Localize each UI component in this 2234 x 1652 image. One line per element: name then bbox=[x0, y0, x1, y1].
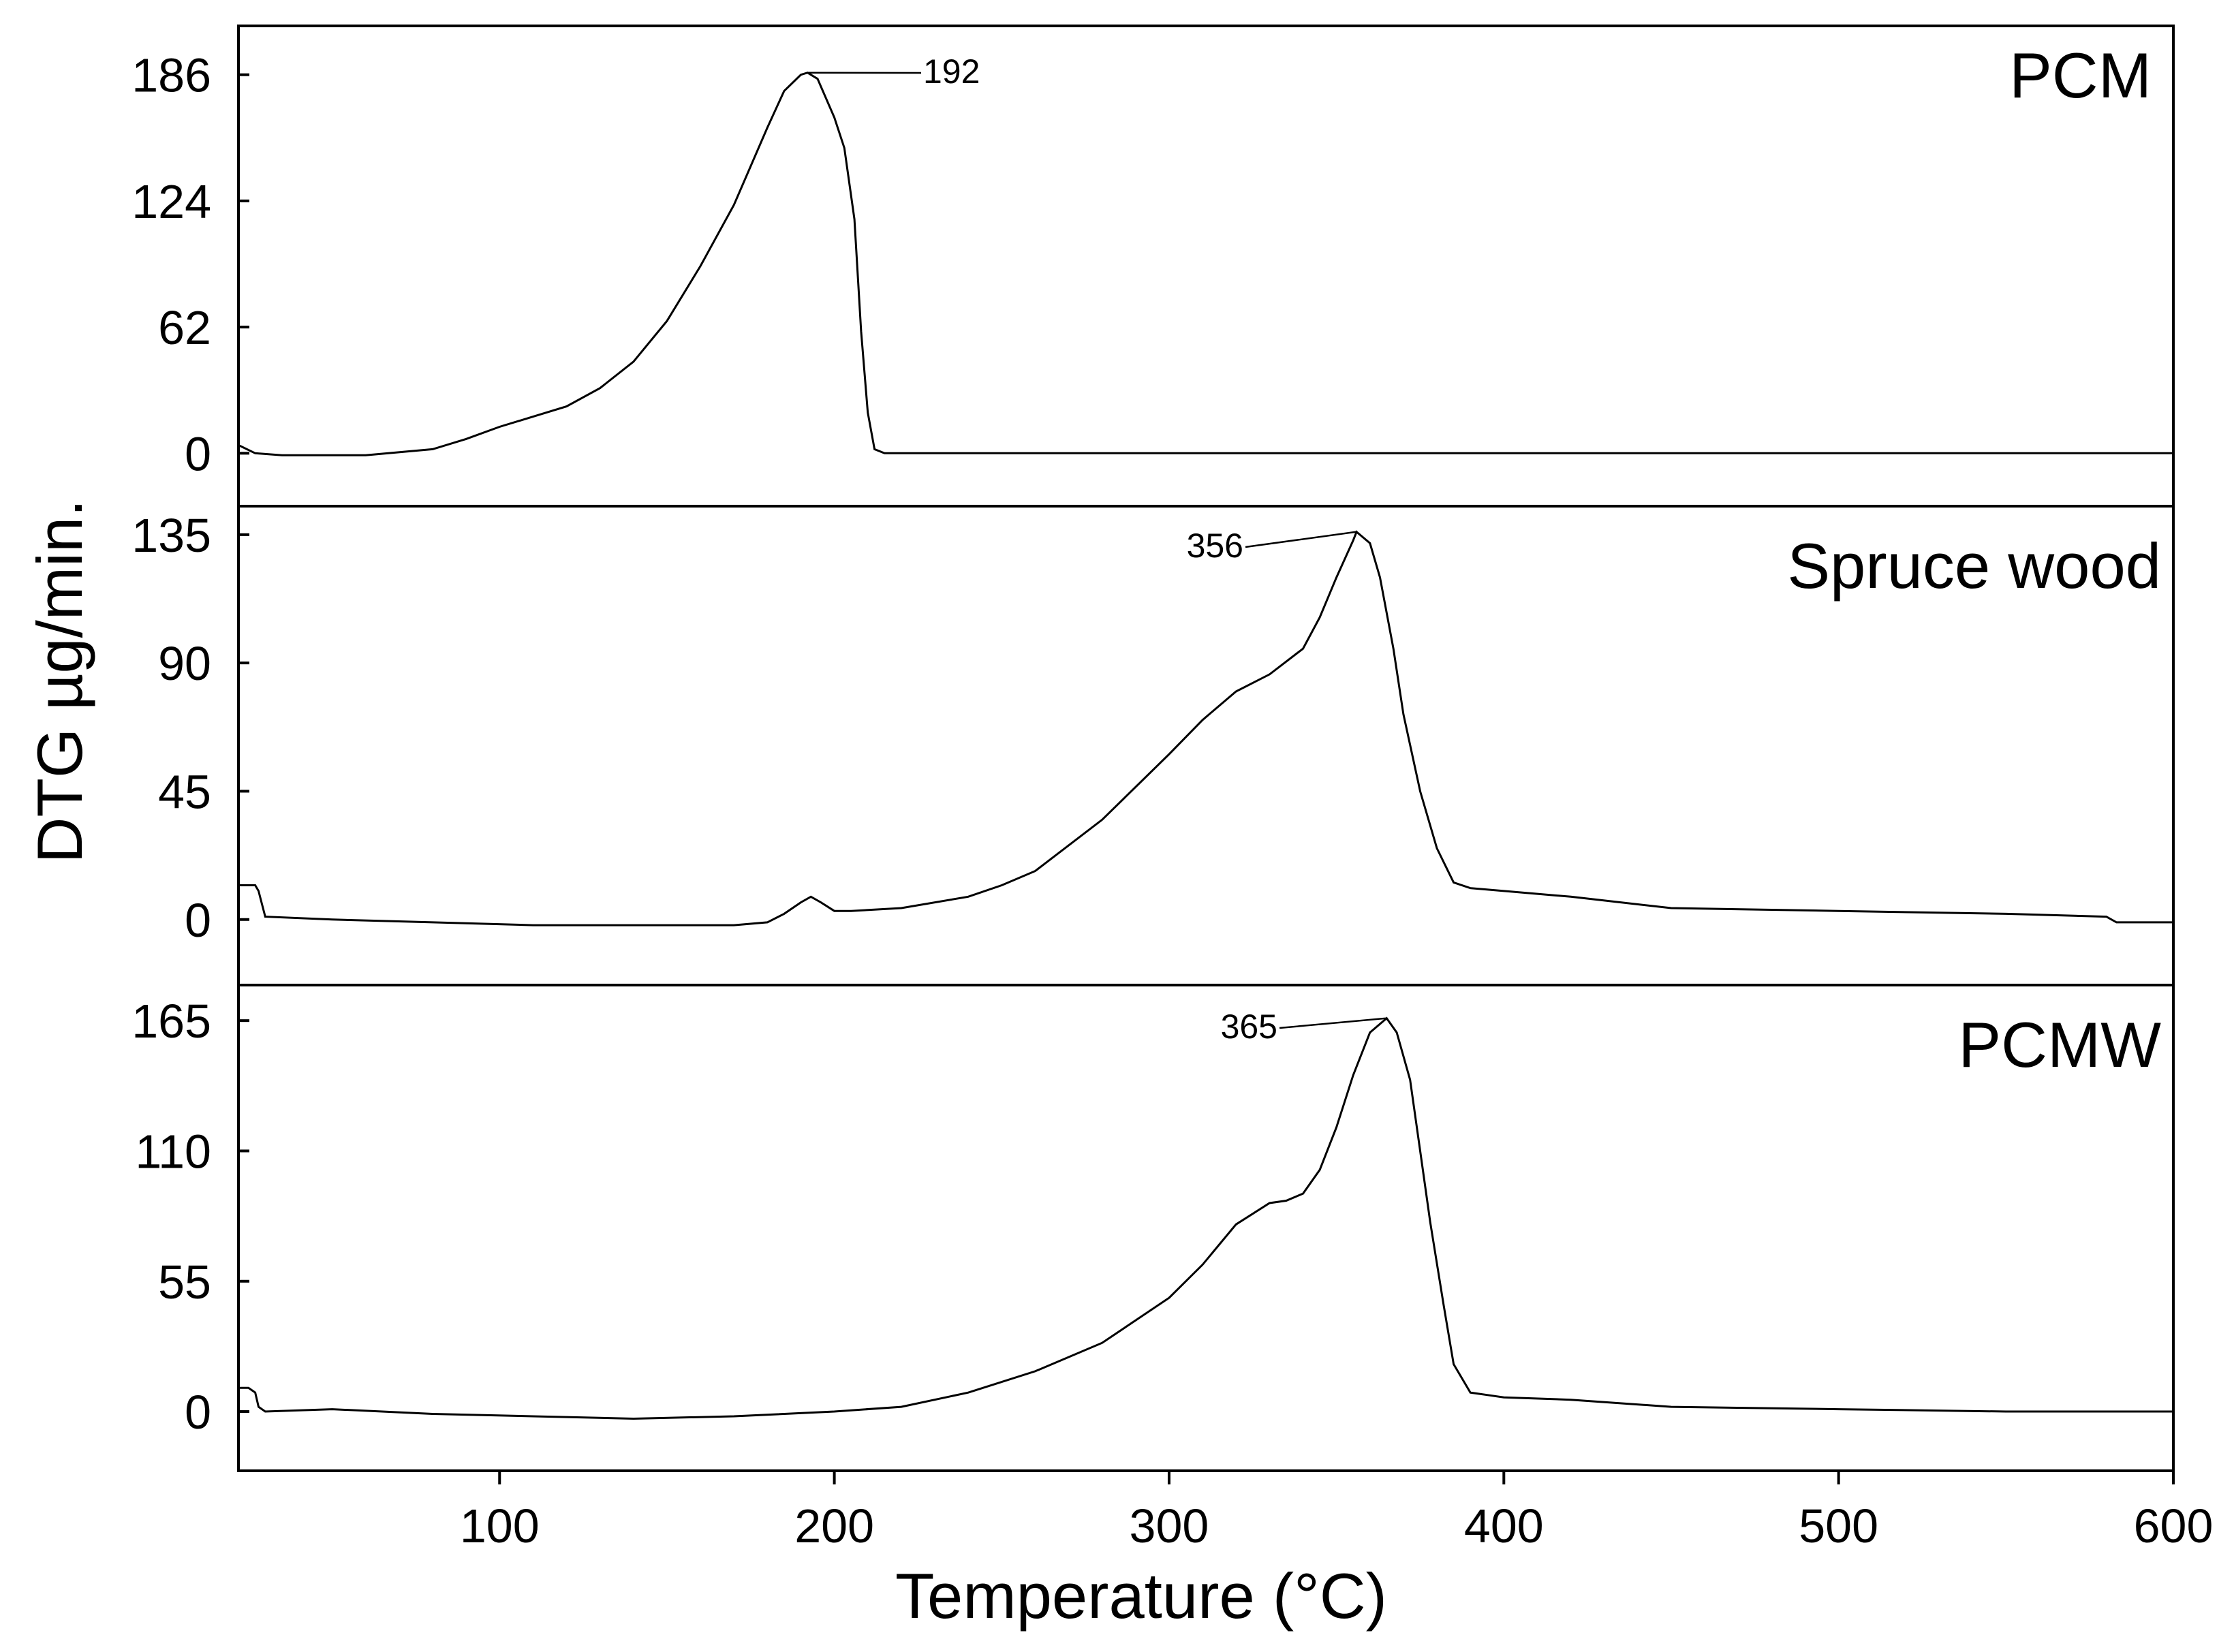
pcm-y-tick-label: 186 bbox=[131, 49, 211, 102]
panel-pcmw-frame bbox=[237, 984, 2175, 1472]
spruce-wood-peak-label: 356 bbox=[1187, 527, 1243, 565]
panel-pcmw: 0 55 110 165 PCMW 365 bbox=[131, 984, 2175, 1472]
spruce-wood-y-tick-label: 0 bbox=[185, 894, 211, 947]
y-axis-title: DTG µg/min. bbox=[24, 499, 95, 864]
pcm-y-tick-label: 62 bbox=[158, 301, 211, 354]
pcm-y-axis-ticks: 0 62 124 186 bbox=[131, 49, 249, 480]
x-axis-ticks: 100 200 300 400 500 600 bbox=[460, 1471, 2214, 1553]
pcmw-peak-leader bbox=[1279, 1017, 1387, 1029]
spruce-wood-y-axis-ticks: 0 45 90 135 bbox=[131, 509, 249, 947]
panel-label-pcmw: PCMW bbox=[1958, 1009, 2161, 1080]
spruce-wood-peak-leader bbox=[1245, 531, 1357, 548]
spruce-wood-y-tick-label: 135 bbox=[131, 509, 211, 562]
pcmw-y-axis-ticks: 0 55 110 165 bbox=[131, 995, 249, 1439]
x-tick-label: 200 bbox=[794, 1499, 874, 1553]
pcmw-y-tick-label: 110 bbox=[135, 1125, 211, 1178]
panel-pcm: 0 62 124 186 PCM 192 bbox=[131, 25, 2175, 508]
pcmw-peak-label: 365 bbox=[1221, 1008, 1277, 1046]
pcm-dtg-curve bbox=[238, 72, 2173, 456]
spruce-wood-y-tick-label: 45 bbox=[158, 765, 211, 818]
x-axis-title: Temperature (°C) bbox=[895, 1560, 1387, 1632]
pcmw-y-tick-label: 0 bbox=[185, 1386, 211, 1439]
pcmw-y-tick-label: 165 bbox=[131, 995, 211, 1048]
x-tick-label: 300 bbox=[1130, 1499, 1209, 1553]
pcm-y-tick-label: 0 bbox=[185, 427, 211, 480]
x-tick-label: 100 bbox=[460, 1499, 540, 1553]
panel-spruce-wood: 0 45 90 135 Spruce wood 356 bbox=[131, 505, 2175, 986]
pcm-y-tick-label: 124 bbox=[131, 175, 211, 228]
x-tick-label: 400 bbox=[1464, 1499, 1544, 1553]
panel-label-pcm: PCM bbox=[2009, 40, 2152, 111]
x-tick-label: 500 bbox=[1799, 1499, 1878, 1553]
pcmw-dtg-curve bbox=[238, 1016, 2173, 1420]
spruce-wood-dtg-curve bbox=[238, 530, 2173, 926]
x-tick-label: 600 bbox=[2134, 1499, 2214, 1553]
spruce-wood-y-tick-label: 90 bbox=[158, 637, 211, 690]
panel-label-spruce-wood: Spruce wood bbox=[1787, 530, 2161, 602]
pcmw-y-tick-label: 55 bbox=[158, 1256, 211, 1309]
pcm-peak-label: 192 bbox=[923, 52, 980, 91]
panel-pcm-frame bbox=[237, 25, 2175, 508]
